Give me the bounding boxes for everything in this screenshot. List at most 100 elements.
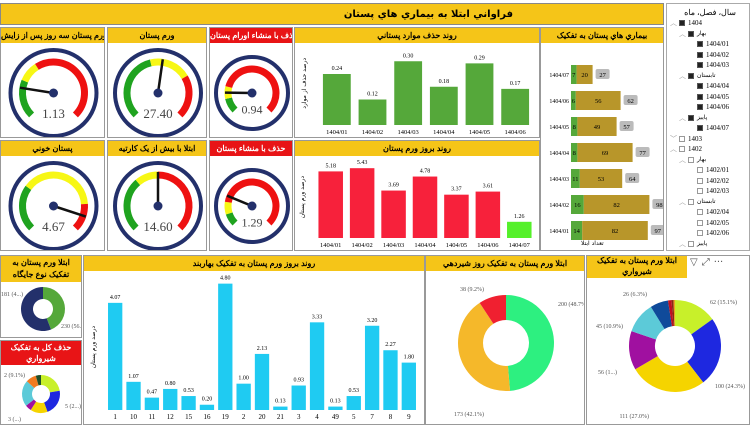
more-options-icon[interactable]: ··· [713,257,724,268]
data-label: 1.26 [514,214,525,220]
bar-segment [571,143,578,162]
data-label: 0.53 [349,388,360,394]
bar [181,396,196,410]
data-label: 0.24 [332,66,343,72]
checkbox[interactable] [697,104,703,111]
focus-mode-icon[interactable]: ⤢ [701,257,710,268]
slice-label: 111 (27.0%) [619,413,649,420]
checkbox[interactable] [679,146,685,153]
gauge-band [225,97,238,113]
chevron-up-icon[interactable]: ︿ [679,71,686,80]
data-label: 0.12 [367,92,378,98]
checkbox[interactable] [697,41,703,48]
total-badge [595,69,610,79]
slicer-item[interactable]: 1404/01 [670,39,746,50]
checkbox[interactable] [697,51,703,58]
gauge-panel: ابتلا با بيش از يک کارتيه 14.60 [107,140,207,251]
gauge-title: حذف با منشاء اورام پستان [210,28,292,43]
slicer-item[interactable]: ︿ پاييز [670,113,746,124]
total-label: 57 [623,124,630,131]
slicer-item-label: بهار [697,30,707,37]
slicer-item[interactable]: 1404/05 [670,92,746,103]
slicer-item[interactable]: ︿ تابستان [670,71,746,82]
checkbox[interactable] [697,230,703,237]
slicer-item-label: 1404 [688,19,702,27]
chevron-up-icon[interactable]: ︿ [679,29,686,38]
slicer-item-label: 1404/07 [706,124,729,132]
chevron-up-icon[interactable]: ︿ [670,19,677,27]
checkbox[interactable] [697,62,703,69]
x-tick-label: 1404/04 [433,129,455,136]
slicer-item[interactable]: 1402/03 [670,186,746,197]
x-tick-label: 15 [185,413,193,421]
slicer-item[interactable]: 1402/06 [670,228,746,239]
chevron-up-icon[interactable]: ︿ [679,197,686,206]
x-tick-label: 10 [130,413,138,421]
checkbox[interactable] [688,198,694,205]
checkbox[interactable] [688,240,694,247]
chevron-up-icon[interactable]: ︿ [679,239,686,248]
checkbox[interactable] [697,93,703,100]
slicer-item[interactable]: ﹀ 1403 [670,134,746,145]
x-tick-label: 3 [297,413,301,421]
checkbox[interactable] [679,20,685,27]
donut-parity-panel[interactable]: ابتلا ورم پستان به تفکيک شيرواري 62 (15.… [586,255,750,425]
bar [318,171,343,238]
data-label: 3.20 [367,318,378,324]
gauge-hub [49,88,58,98]
disease-breakdown-chart: 1404/07 7 20 27 1404/06 6 56 62 1404/05 8 49 57 1404… [549,65,663,240]
chevron-up-icon[interactable]: ︿ [670,145,677,153]
gauge-title: ابتلا با بيش از يک کارتيه [108,141,206,156]
checkbox[interactable] [697,83,703,90]
checkbox[interactable] [688,156,694,163]
slicer-item[interactable]: 1402/01 [670,165,746,176]
slicer-item[interactable]: 1404/07 [670,123,746,134]
bar-segment [583,195,650,214]
slicer-item[interactable]: ︿ بهار [670,29,746,40]
donut-slice [650,300,672,329]
slice-label: 56 (1...) [598,369,617,376]
checkbox[interactable] [697,219,703,226]
checkbox[interactable] [688,30,694,37]
slicer-item[interactable]: ︿ 1402 [670,144,746,155]
slicer-item[interactable]: 1404/04 [670,81,746,92]
checkbox[interactable] [697,177,703,184]
x-tick-label: 19 [222,413,230,421]
slicer-item[interactable]: 1404/02 [670,50,746,61]
slicer-item[interactable]: ︿ پاييز [670,239,746,250]
x-tick-label: 4 [315,413,319,421]
chevron-down-icon[interactable]: ﹀ [670,134,677,143]
slicer-item[interactable]: ︿ بهار [670,155,746,166]
slicer-item[interactable]: ︿ تابستان [670,197,746,208]
checkbox[interactable] [688,72,694,79]
bar-segment [571,65,577,84]
checkbox[interactable] [679,135,685,142]
slicer-item[interactable]: 1402/05 [670,218,746,229]
slicer-item[interactable]: 1404/06 [670,102,746,113]
checkbox[interactable] [697,125,703,132]
date-hierarchy-slicer[interactable]: سال، فصل، ماه ︿ 1404 ︿ بهار 1404/01 1404/02 14… [666,3,750,251]
segment-label: 7 [572,72,576,79]
slicer-item-label: 1404/06 [706,103,729,111]
checkbox[interactable] [697,188,703,195]
slicer-item[interactable]: 1402/04 [670,207,746,218]
slicer-item[interactable]: 1402/02 [670,176,746,187]
chevron-up-icon[interactable]: ︿ [679,113,686,122]
x-tick-label: 1404/04 [414,242,436,249]
checkbox[interactable] [697,167,703,174]
gauge: 4.67 [8,161,99,250]
x-tick-label: 1404/07 [509,242,531,249]
filter-icon[interactable]: ▽ [690,257,698,268]
donut-location-title: ابتلا ورم پستان به تفکيک نوع جايگاه [1,256,81,282]
segment-label: 8 [573,124,576,131]
chevron-up-icon[interactable]: ︿ [679,155,686,164]
segment-label: 14 [573,228,580,235]
checkbox[interactable] [697,209,703,216]
bar-segment [579,169,623,188]
gauge-band [72,203,88,231]
slicer-item[interactable]: 1404/03 [670,60,746,71]
data-label: 5.43 [357,160,368,166]
slicer-item[interactable]: ︿ 1404 [670,18,746,29]
checkbox[interactable] [688,114,694,121]
bar [349,168,375,238]
